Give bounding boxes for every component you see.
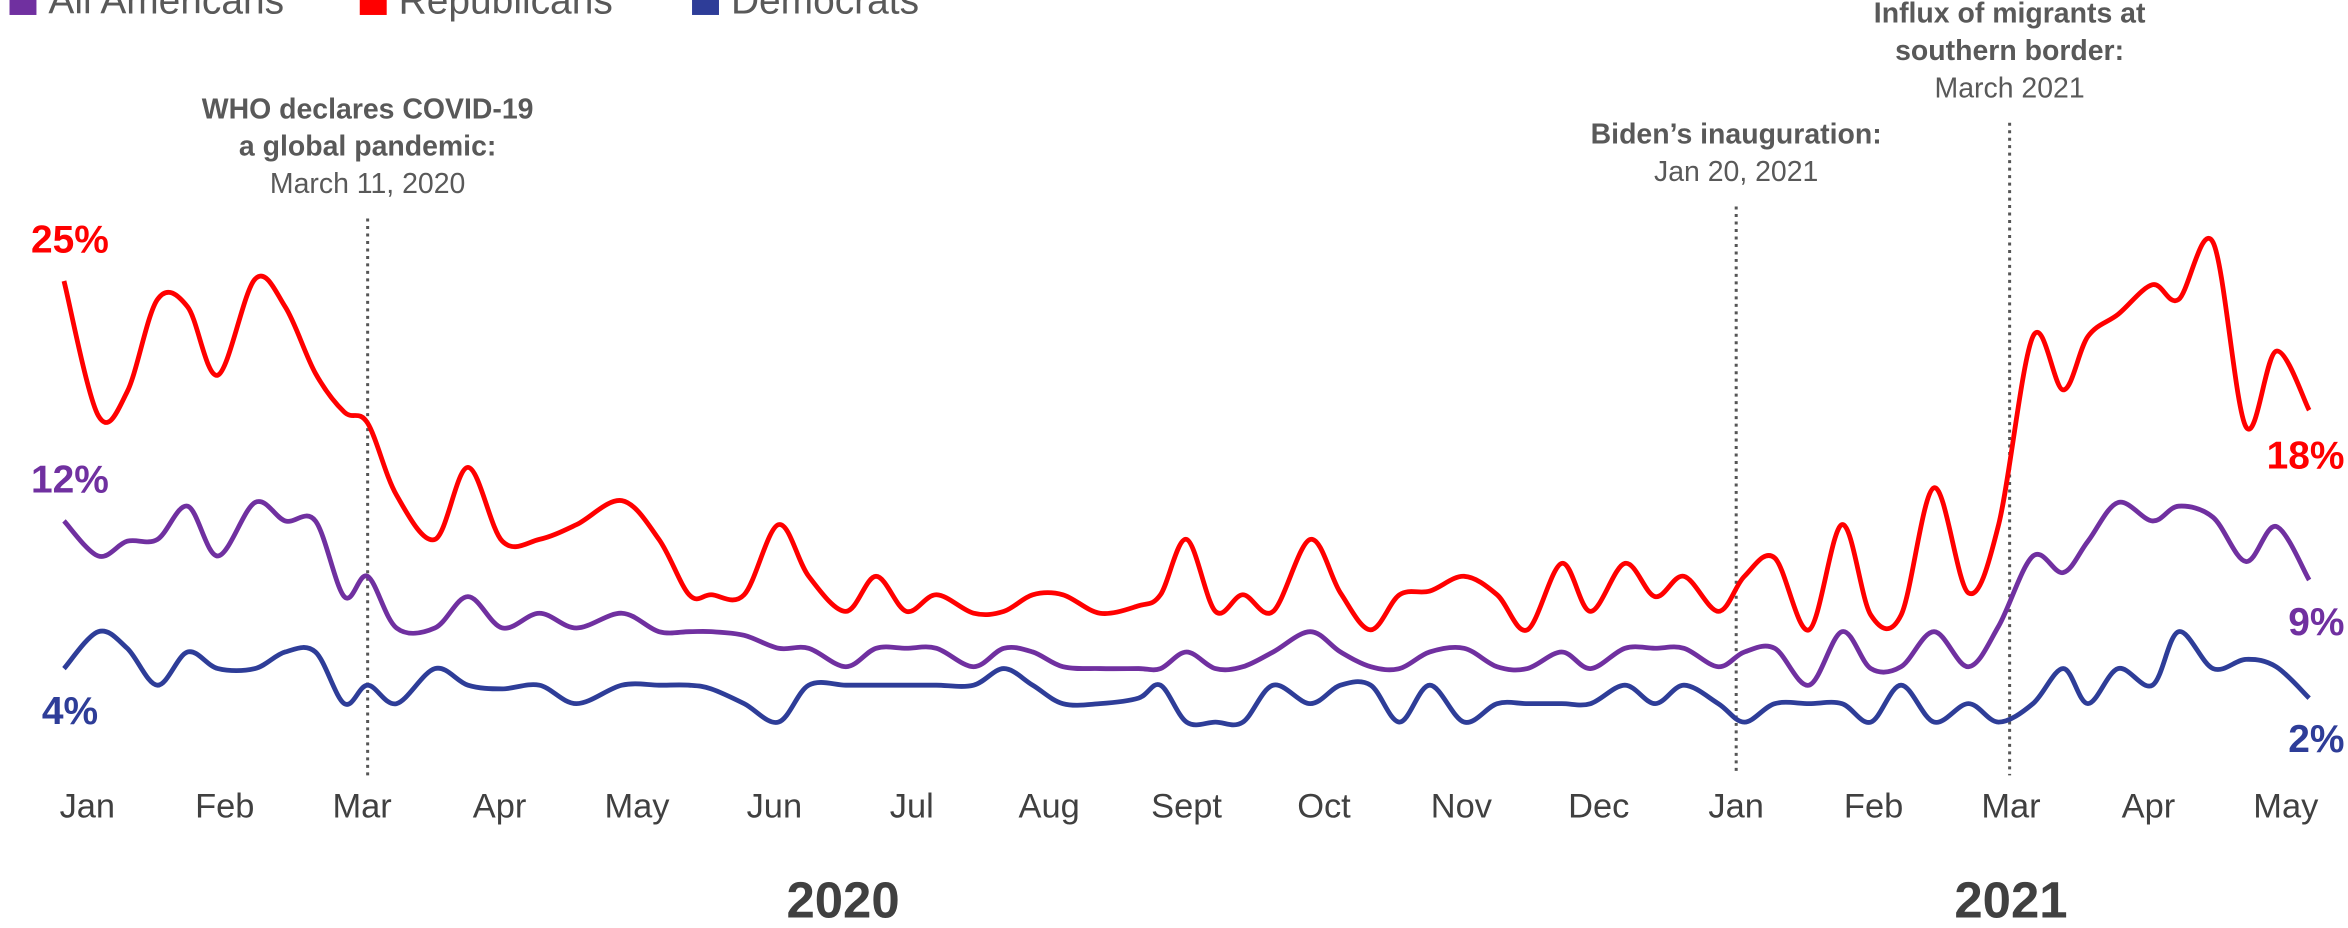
legend-label: Republicans [399,0,613,22]
x-tick-label: Mar [333,787,392,825]
value-label: 18% [2267,434,2345,477]
x-tick-label: Feb [195,787,254,825]
legend-label: Democrats [731,0,919,22]
value-label: 2% [2288,718,2344,761]
year-label: 2020 [786,871,899,928]
x-tick-label: Aug [1019,787,1080,825]
x-tick-label: Jul [890,787,934,825]
value-label: 4% [42,690,98,733]
value-label: 12% [31,458,109,501]
x-tick-label: May [604,787,670,825]
x-tick-label: Feb [1844,787,1903,825]
x-tick-label: Jan [60,787,115,825]
annotation-date: March 11, 2020 [270,168,465,200]
x-tick-label: Apr [473,787,527,825]
legend-swatch [692,0,719,15]
legend-swatch [359,0,387,15]
value-label: 25% [31,218,109,261]
year-label: 2021 [1954,871,2067,928]
x-tick-label: Mar [1981,787,2040,825]
x-tick-label: Oct [1297,787,1351,825]
x-tick-label: Apr [2122,787,2176,825]
x-tick-label: Nov [1431,787,1493,825]
series-line [61,236,2312,633]
x-tick-label: Dec [1568,787,1629,825]
legend-label: All Americans [48,0,284,22]
value-label: 9% [2288,601,2344,644]
annotation-title: southern border: [1895,35,2124,67]
annotation-date: March 2021 [1935,72,2085,104]
annotation-title: Biden’s inauguration: [1591,119,1882,151]
x-tick-label: May [2253,787,2319,825]
annotation-title: Influx of migrants at [1874,0,2146,29]
legend-swatch [9,0,37,15]
annotation-title: WHO declares COVID-19 [202,93,534,125]
annotation-date: Jan 20, 2021 [1654,156,1818,188]
annotation-title: a global pandemic: [239,131,496,163]
x-tick-label: Sept [1151,787,1222,825]
series-line [62,499,2312,688]
x-tick-label: Jan [1708,787,1763,825]
series-line [62,628,2311,728]
x-tick-label: Jun [747,787,802,825]
